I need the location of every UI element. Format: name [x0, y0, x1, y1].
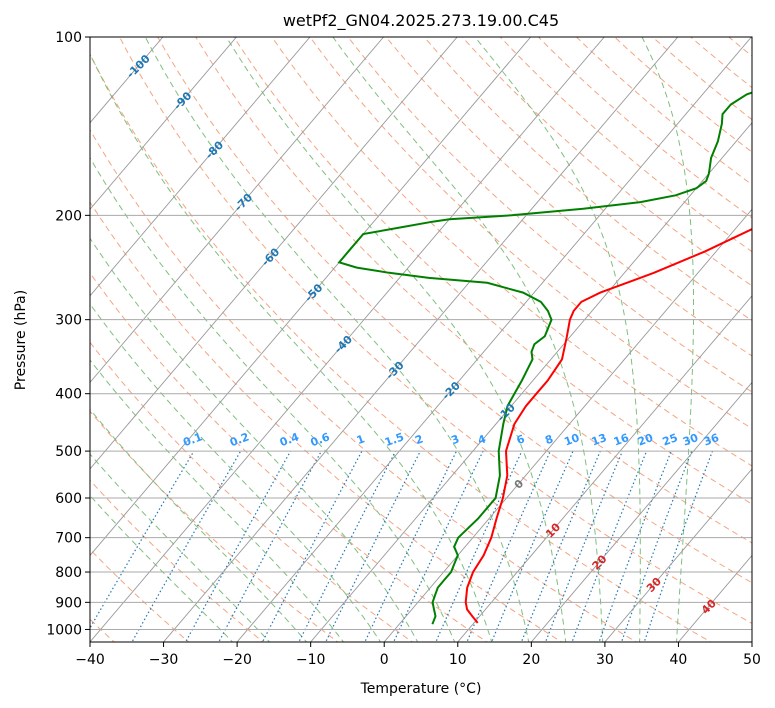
- mixing-ratio-label: 3: [449, 432, 461, 447]
- mixing-ratio-label: 0.1: [181, 430, 204, 449]
- mixing-ratio-line: [598, 450, 672, 642]
- x-tick-label: −40: [75, 652, 105, 668]
- isotherm: [90, 37, 532, 557]
- moist-adiabat: [90, 156, 456, 642]
- isotherm: [383, 208, 752, 642]
- isotherm: [90, 37, 458, 470]
- isotherm: [604, 468, 752, 642]
- dewpoint-profile: [337, 91, 752, 625]
- x-tick-label: −10: [296, 652, 326, 668]
- dry-adiabat: [90, 479, 265, 642]
- mixing-ratio-label: 2: [413, 432, 425, 447]
- mixing-ratio-line: [571, 450, 648, 642]
- x-tick-label: 30: [596, 652, 614, 668]
- dry-adiabat: [90, 201, 563, 642]
- x-tick-label: 50: [743, 652, 761, 668]
- mixing-ratio-label: 10: [562, 431, 581, 449]
- plot-frame: [89, 36, 753, 643]
- dry-adiabat: [309, 37, 752, 430]
- y-axis-label: Pressure (hPa): [13, 290, 29, 390]
- mixing-ratio-label: 36: [702, 431, 721, 449]
- y-tick-label: 700: [55, 531, 82, 547]
- y-tick-label: 300: [55, 313, 82, 329]
- x-axis-label: Temperature (°C): [360, 681, 482, 697]
- y-tick-label: 500: [55, 444, 82, 460]
- mixing-ratio-line: [298, 450, 397, 642]
- mixing-ratio-line: [520, 450, 601, 642]
- mixing-ratio-line: [90, 450, 195, 630]
- dry-adiabat: [347, 37, 752, 393]
- x-tick-label: −30: [149, 652, 179, 668]
- x-tick-label: 20: [522, 652, 540, 668]
- mixing-ratio-line: [544, 450, 623, 642]
- temperature-profile: [464, 228, 752, 624]
- mixing-ratio-label: 25: [661, 431, 680, 448]
- isotherm: [162, 37, 679, 642]
- mixing-ratio-line: [620, 450, 693, 642]
- mixing-ratio-label: 16: [612, 431, 631, 449]
- y-axis-ticks: 100 200 300 400 500 600 700 800 900 1000: [46, 30, 90, 638]
- mixing-ratio-label: 0.4: [278, 430, 301, 449]
- x-tick-label: 0: [380, 652, 389, 668]
- dry-adiabat: [271, 37, 752, 467]
- mixing-ratio-label: 6: [515, 432, 527, 447]
- mixing-ratio-label: 0.2: [228, 430, 251, 449]
- plot-area: [90, 37, 752, 642]
- x-tick-label: −20: [222, 652, 252, 668]
- mixing-ratio-line: [491, 450, 574, 642]
- isotherm: [90, 37, 238, 210]
- y-tick-label: 100: [55, 30, 82, 46]
- mixing-ratio-label: 13: [590, 431, 609, 448]
- y-tick-label: 900: [55, 595, 82, 611]
- isotherm: [310, 122, 752, 642]
- dry-adiabat: [195, 37, 752, 544]
- moist-adiabat: [90, 408, 308, 642]
- y-tick-label: 200: [55, 208, 82, 224]
- isotherm: [90, 37, 605, 642]
- x-tick-label: 40: [670, 652, 688, 668]
- mixing-ratio-label: 8: [543, 432, 555, 447]
- moist-adiabat: [90, 237, 419, 642]
- mixing-ratio-line: [218, 450, 322, 642]
- mixing-ratio-label: 1: [355, 432, 367, 447]
- isotherm: [457, 295, 752, 642]
- mixing-ratio-line: [393, 450, 484, 642]
- y-tick-label: 800: [55, 565, 82, 581]
- y-tick-label: 400: [55, 387, 82, 403]
- isotherm: [530, 381, 752, 642]
- x-tick-label: 10: [449, 652, 467, 668]
- mixing-ratio-label: 4: [476, 432, 488, 447]
- isotherm: [90, 37, 311, 297]
- chart-title: wetPf2_GN04.2025.273.19.00.C45: [283, 11, 559, 31]
- x-axis-ticks: −40 −30 −20 −10 0 10 20 30 40 50: [75, 642, 761, 668]
- isotherm: [90, 37, 385, 384]
- y-tick-label: 600: [55, 491, 82, 507]
- dry-adiabat: [461, 37, 752, 287]
- mixing-ratio-label: 0.6: [309, 430, 332, 449]
- mixing-ratio-label: 1.5: [383, 430, 406, 449]
- y-tick-label: 1000: [46, 622, 82, 638]
- mixing-ratio-label: 30: [681, 431, 700, 449]
- mixing-ratio-line: [643, 450, 714, 642]
- mixing-ratio-label: 20: [636, 431, 655, 449]
- isotherm: [236, 37, 752, 642]
